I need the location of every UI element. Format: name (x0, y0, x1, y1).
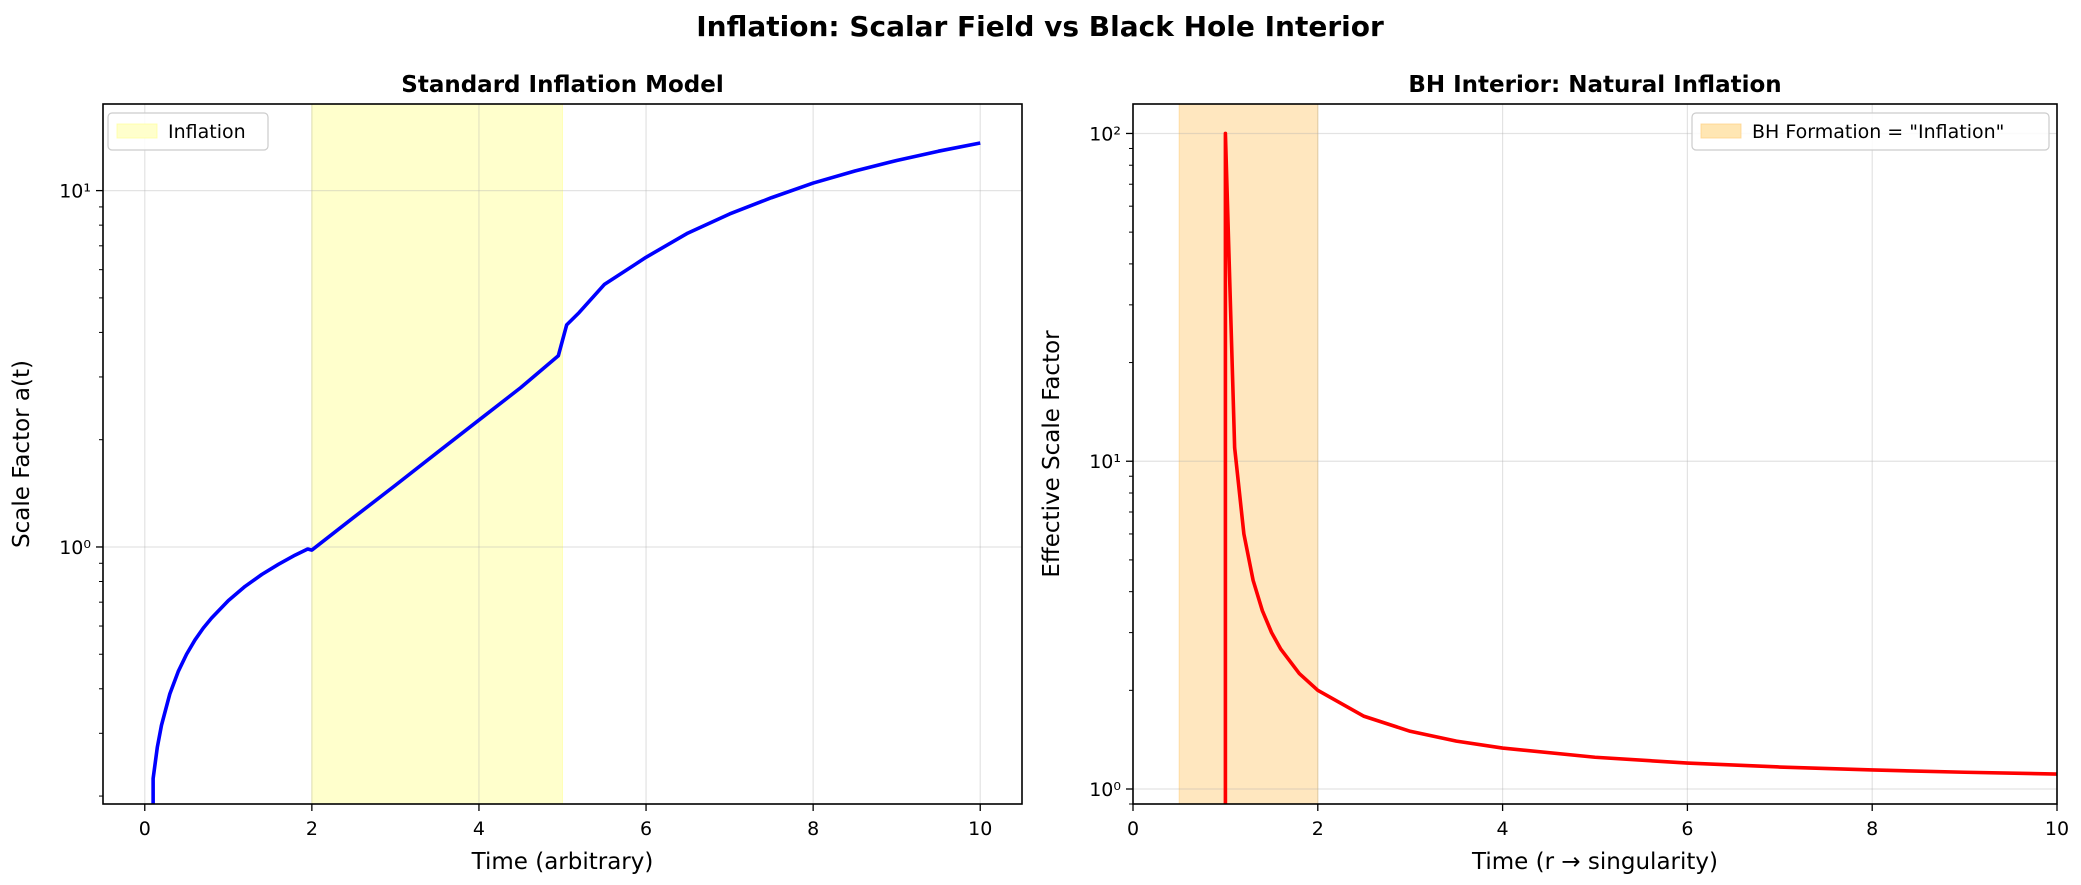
shaded-region (1178, 103, 1319, 805)
legend: BH Formation = "Inflation" (1691, 112, 2050, 151)
legend-box (1691, 112, 2050, 151)
x-tick-label: 8 (807, 818, 819, 840)
x-tick-label: 4 (473, 818, 485, 840)
legend: Inflation (107, 112, 269, 151)
x-tick-label: 0 (1127, 818, 1139, 840)
y-tick-label: 10² (1089, 123, 1121, 145)
y-axis-label: Scale Factor a(t) (9, 360, 35, 548)
x-tick-label: 4 (1497, 818, 1509, 840)
right-panel: 0 2 4 6 8 10 10⁰ 10¹ 10² BH Interior: Natural Inf… (1039, 72, 2069, 875)
y-tick-label: 10⁰ (59, 537, 91, 559)
left-panel: 0 2 4 6 8 10 10⁰ 10¹ Standard Inflation Model Tim… (9, 72, 1023, 875)
legend-swatch (1700, 123, 1742, 139)
x-tick-label: 10 (2045, 818, 2069, 840)
plot-frame (1132, 103, 2058, 805)
x-axis-label: Time (r → singularity) (1471, 849, 1718, 875)
series-line-0 (151, 141, 981, 804)
plot-frame (102, 103, 1023, 805)
legend-label: BH Formation = "Inflation" (1752, 121, 2004, 143)
x-tick-label: 10 (968, 818, 992, 840)
y-axis-label: Effective Scale Factor (1039, 330, 1065, 578)
legend-box (107, 112, 269, 151)
panel-title: Standard Inflation Model (401, 72, 723, 98)
x-tick-label: 6 (640, 818, 652, 840)
x-axis-label: Time (arbitrary) (471, 849, 654, 875)
x-tick-label: 0 (139, 818, 151, 840)
y-tick-label: 10¹ (59, 181, 91, 203)
series-line-0 (1223, 131, 2057, 804)
y-tick-label: 10¹ (1089, 451, 1121, 473)
x-tick-label: 8 (1866, 818, 1878, 840)
x-tick-label: 2 (1312, 818, 1324, 840)
x-tick-label: 6 (1681, 818, 1693, 840)
x-tick-label: 2 (306, 818, 318, 840)
y-tick-label: 10⁰ (1089, 779, 1121, 801)
panel-title: BH Interior: Natural Inflation (1408, 72, 1781, 98)
legend-swatch (116, 123, 158, 139)
figure-title: Inflation: Scalar Field vs Black Hole In… (696, 10, 1384, 43)
legend-label: Inflation (168, 121, 246, 143)
